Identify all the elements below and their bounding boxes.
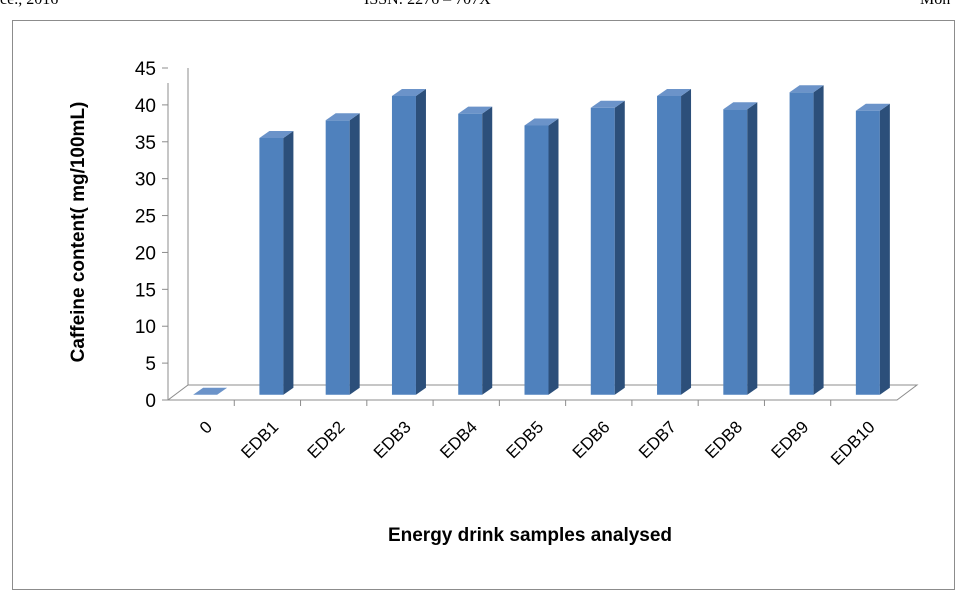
bar bbox=[259, 131, 294, 395]
x-category-label: EDB3 bbox=[370, 417, 415, 462]
bar-front bbox=[789, 92, 814, 395]
chart-labels: 0 5 10 15 20 25 30 35 40 45 0 EDB1 EDB2 EDB3 EDB4 EDB5 E… bbox=[135, 59, 879, 469]
bar bbox=[855, 103, 890, 395]
bar bbox=[723, 102, 758, 395]
bar-side bbox=[681, 88, 692, 395]
bar-top bbox=[259, 131, 294, 139]
bar-side bbox=[614, 100, 625, 395]
bar-front bbox=[524, 125, 549, 395]
bar bbox=[325, 113, 360, 395]
bar-side bbox=[813, 85, 824, 395]
bar-side bbox=[747, 102, 758, 395]
bar bbox=[524, 118, 559, 395]
chart-bars bbox=[193, 85, 890, 395]
x-axis-title: Energy drink samples analysed bbox=[388, 525, 672, 546]
bar-top bbox=[391, 88, 426, 96]
bar bbox=[657, 88, 692, 395]
header-left-text: ce., 2016 bbox=[0, 0, 58, 9]
y-axis-title: Caffeine content( mg/100mL) bbox=[68, 102, 89, 363]
bar-side bbox=[349, 113, 360, 395]
bar-side bbox=[482, 106, 493, 395]
bar bbox=[590, 100, 625, 395]
bar-top bbox=[657, 88, 692, 96]
y-tick-label: 10 bbox=[135, 317, 156, 338]
header-issn-text: ISSN: 2276 – 707X bbox=[364, 0, 491, 9]
bar-top bbox=[193, 387, 228, 395]
y-tick-label: 25 bbox=[135, 207, 156, 228]
y-tick-label: 40 bbox=[135, 96, 156, 117]
bar-front bbox=[259, 138, 284, 395]
bar-front bbox=[723, 109, 748, 395]
bar-front bbox=[458, 113, 483, 395]
bar-front bbox=[657, 95, 682, 395]
bar-top bbox=[458, 106, 493, 114]
x-category-label: EDB2 bbox=[304, 417, 349, 462]
bar-side bbox=[415, 88, 426, 395]
bar-top bbox=[855, 103, 890, 111]
y-tick-label: 15 bbox=[135, 280, 156, 301]
page-header: ce., 2016 ISSN: 2276 – 707X Moh bbox=[0, 0, 956, 11]
bar bbox=[458, 106, 493, 395]
bar bbox=[391, 88, 426, 395]
bar-front bbox=[855, 110, 880, 395]
bar-side bbox=[879, 103, 890, 395]
bar-top bbox=[325, 113, 360, 121]
bar-top bbox=[524, 118, 559, 126]
x-category-label: EDB9 bbox=[768, 417, 813, 462]
x-category-label: 0 bbox=[196, 417, 216, 437]
x-category-label: EDB8 bbox=[701, 417, 746, 462]
y-tick-label: 35 bbox=[135, 133, 156, 154]
y-tick-label: 20 bbox=[135, 243, 156, 264]
header-right-text: Moh bbox=[920, 0, 950, 9]
y-tick-label: 0 bbox=[145, 391, 156, 412]
x-category-label: EDB10 bbox=[827, 417, 879, 469]
bar-front bbox=[590, 107, 615, 395]
bar-front bbox=[325, 120, 350, 395]
x-category-label: EDB7 bbox=[635, 417, 680, 462]
y-tick-label: 30 bbox=[135, 170, 156, 191]
bar-top bbox=[723, 102, 758, 110]
bar-top bbox=[789, 85, 824, 93]
bar-top bbox=[590, 100, 625, 108]
bar bbox=[193, 387, 228, 395]
x-category-label: EDB6 bbox=[569, 417, 614, 462]
bar-side bbox=[283, 131, 294, 395]
bar bbox=[789, 85, 824, 395]
y-tick-label: 5 bbox=[145, 354, 156, 375]
bar-front bbox=[391, 95, 416, 395]
x-category-label: EDB4 bbox=[436, 417, 481, 462]
bar-side bbox=[548, 118, 559, 395]
y-tick-label: 45 bbox=[135, 59, 156, 80]
x-category-label: EDB5 bbox=[502, 417, 547, 462]
x-category-label: EDB1 bbox=[237, 417, 282, 462]
